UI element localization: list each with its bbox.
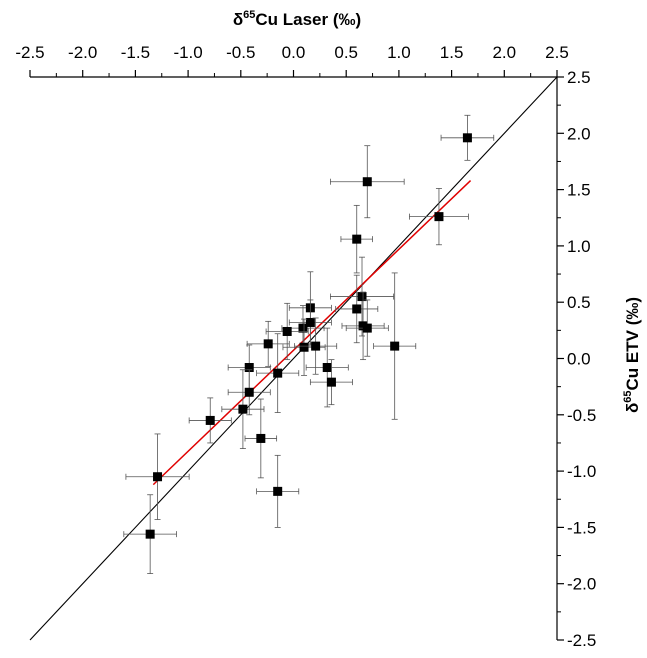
data-point-marker bbox=[362, 323, 372, 333]
x-tick-label: -1.5 bbox=[121, 43, 150, 62]
y-tick-label: -1.0 bbox=[567, 462, 596, 481]
data-point-marker bbox=[282, 326, 292, 336]
data-point-marker bbox=[299, 342, 309, 352]
x-axis-title: δ65Cu Laser (‰) bbox=[233, 9, 361, 29]
axis-ticks: -2.5 -2.0 -1.5 -1.0 -0.5 0.0 0.5 1.0 1.5 2.0 2.5 -2… bbox=[15, 43, 596, 650]
y-tick-label: 0.5 bbox=[567, 293, 591, 312]
y-tick-label: 2.0 bbox=[567, 124, 591, 143]
data-point-marker bbox=[238, 404, 248, 414]
x-tick-label: 2.5 bbox=[545, 43, 569, 62]
data-point-marker bbox=[298, 323, 308, 333]
data-point-marker bbox=[244, 363, 254, 373]
x-tick-label: -1.0 bbox=[173, 43, 202, 62]
x-tick-label: 2.0 bbox=[492, 43, 516, 62]
data-point-marker bbox=[326, 377, 336, 387]
y-tick-label: 2.5 bbox=[567, 68, 591, 87]
x-tick-label: 0.5 bbox=[334, 43, 358, 62]
y-tick-label: -2.5 bbox=[567, 631, 596, 650]
data-point-marker bbox=[352, 234, 362, 244]
data-point-marker bbox=[362, 177, 372, 187]
data-point-marker bbox=[256, 433, 266, 443]
data-point-marker bbox=[273, 368, 283, 378]
y-tick-label: 1.5 bbox=[567, 181, 591, 200]
x-tick-label: -2.0 bbox=[68, 43, 97, 62]
data-point-marker bbox=[305, 317, 315, 327]
fit-lines bbox=[29, 76, 558, 641]
data-point-marker bbox=[322, 363, 332, 373]
data-point-marker bbox=[273, 486, 283, 496]
regression-line bbox=[152, 180, 472, 486]
data-point-marker bbox=[244, 387, 254, 397]
x-tick-label: 0.0 bbox=[282, 43, 306, 62]
x-tick-label: 1.5 bbox=[440, 43, 464, 62]
x-tick-label: -2.5 bbox=[15, 43, 44, 62]
data-point-marker bbox=[390, 341, 400, 351]
y-tick-label: -1.5 bbox=[567, 518, 596, 537]
y-tick-label: 0.0 bbox=[567, 350, 591, 369]
y-axis-title: δ65Cu ETV (‰) bbox=[622, 297, 642, 413]
data-point-marker bbox=[153, 472, 163, 482]
data-point-marker bbox=[352, 304, 362, 314]
data-point-marker bbox=[311, 341, 321, 351]
data-point-marker bbox=[357, 292, 367, 302]
data-point-marker bbox=[145, 529, 155, 539]
x-tick-label: 1.0 bbox=[387, 43, 411, 62]
identity-line bbox=[29, 76, 558, 641]
data-point-marker bbox=[462, 133, 472, 143]
y-tick-label: 1.0 bbox=[567, 237, 591, 256]
y-tick-label: -2.0 bbox=[567, 575, 596, 594]
data-points bbox=[123, 114, 495, 574]
y-tick-label: -0.5 bbox=[567, 406, 596, 425]
x-tick-label: -0.5 bbox=[226, 43, 255, 62]
data-point-marker bbox=[434, 212, 444, 222]
data-point-marker bbox=[205, 415, 215, 425]
data-point-marker bbox=[263, 339, 273, 349]
